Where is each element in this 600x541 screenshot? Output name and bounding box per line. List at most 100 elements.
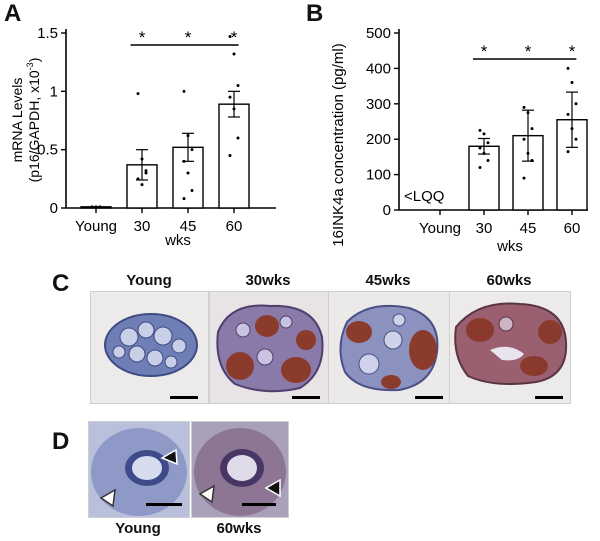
chart-b-xtick-label: 60: [564, 220, 581, 237]
panel-letter-a: A: [4, 0, 22, 27]
chart-b-significance-star: *: [569, 42, 576, 61]
chart-b-data-point: [566, 112, 570, 116]
chart-b-data-point: [526, 111, 530, 115]
scale-bar-30wks: [292, 396, 320, 399]
chart-a-xtick-label: 30: [134, 218, 151, 235]
chart-b-concentration: 16INK4a concentration (pg/ml) wks <LQQ 0…: [330, 25, 588, 255]
chart-b-data-point: [478, 166, 482, 170]
scale-bar-60wks: [535, 396, 563, 399]
chart-a-ylabel-line2: (p16/GAPDH, x10-3): [25, 58, 42, 183]
chart-a-data-point: [228, 95, 232, 99]
chart-a-data-point: [190, 148, 194, 152]
chart-b-ytick-label: 300: [366, 96, 391, 113]
chart-a-data-point: [236, 84, 240, 87]
chart-a-ytick-label: 0.5: [37, 142, 58, 159]
panel-c-label-30wks: 30wks: [245, 272, 291, 289]
chart-b-ytick-label: 100: [366, 167, 391, 184]
scale-bar-45wks: [415, 396, 443, 399]
chart-b-data-point: [522, 105, 526, 109]
chart-a-xlabel: wks: [164, 232, 191, 249]
chart-a-data-point: [136, 177, 140, 181]
chart-b-xlabel: wks: [496, 238, 523, 255]
chart-b-significance-star: *: [525, 42, 532, 61]
chart-a-data-point: [236, 136, 240, 140]
chart-a-data-point: [144, 171, 148, 175]
chart-a-ytick-label: 1: [50, 83, 58, 100]
chart-b-data-point: [566, 66, 570, 70]
chart-b-data-point: [522, 176, 526, 180]
chart-a-significance-star: *: [185, 28, 192, 47]
panel-d-label-young: Young: [115, 520, 161, 537]
chart-b-lqq-annotation: <LQQ: [404, 188, 444, 205]
chart-b-data-point: [486, 141, 490, 145]
chart-a-data-point: [182, 89, 186, 93]
micrograph-60wks: [449, 291, 571, 404]
chart-b-ytick-label: 500: [366, 25, 391, 42]
chart-b-xtick-label: 45: [520, 220, 537, 237]
panel-letter-b: B: [306, 0, 324, 27]
chart-b-data-point: [526, 151, 530, 155]
panel-letter-d: D: [52, 428, 70, 455]
scale-bar-d-young: [146, 503, 182, 506]
panel-letter-c: C: [52, 270, 70, 297]
chart-b-data-point: [478, 128, 482, 132]
chart-a-ytick-label: 1.5: [37, 25, 58, 42]
chart-b-data-point: [482, 132, 486, 136]
chart-b-data-point: [486, 158, 490, 162]
chart-b-xtick-label: Young: [419, 220, 461, 237]
chart-a-xtick-label: 45: [180, 218, 197, 235]
chart-b-data-point: [574, 137, 578, 141]
panel-c-label-45wks: 45wks: [365, 272, 411, 289]
chart-a-data-point: [186, 134, 190, 138]
chart-a-data-point: [232, 107, 236, 111]
chart-a-data-point: [182, 197, 186, 201]
chart-b-data-point: [522, 137, 526, 141]
chart-a-data-point: [90, 205, 94, 209]
chart-a-data-point: [136, 92, 140, 96]
micrograph-young: [90, 291, 209, 404]
chart-b-ytick-label: 200: [366, 131, 391, 148]
chart-b-data-point: [574, 102, 578, 106]
scale-bar-d-60wks: [242, 503, 276, 506]
chart-a-ylabel-line1: mRNA Levels: [9, 78, 25, 163]
chart-a-data-point: [182, 159, 186, 163]
chart-a-data-point: [228, 35, 232, 38]
chart-b-data-point: [530, 127, 534, 131]
micrograph-45wks: [328, 291, 450, 404]
micrograph-d-60wks: [191, 421, 289, 518]
chart-a-mrna-levels: mRNA Levels (p16/GAPDH, x10-3) wks 0 0.5 1…: [9, 25, 276, 249]
micrograph-30wks: [209, 291, 329, 404]
chart-a-bar: [218, 103, 250, 209]
chart-b-data-point: [478, 146, 482, 150]
chart-b-data-point: [566, 150, 570, 154]
chart-a-data-point: [228, 154, 232, 157]
chart-b-significance-star: *: [481, 42, 488, 61]
chart-a-data-point: [98, 205, 102, 209]
scale-bar-young: [170, 396, 198, 399]
panel-c-label-60wks: 60wks: [486, 272, 532, 289]
chart-a-data-point: [144, 169, 148, 173]
chart-b-data-point: [482, 151, 486, 155]
chart-a-data-point: [140, 183, 144, 187]
chart-b-data-point: [530, 158, 534, 162]
chart-a-xtick-label: Young: [75, 218, 117, 235]
chart-b-ytick-label: 400: [366, 60, 391, 77]
chart-b-ylabel: 16INK4a concentration (pg/ml): [330, 43, 347, 246]
micrograph-d-young: [88, 421, 190, 518]
chart-b-ytick-label: 0: [383, 202, 391, 219]
chart-a-significance-star: *: [139, 28, 146, 47]
chart-a-ytick-label: 0: [50, 200, 58, 217]
chart-a-xtick-label: 60: [226, 218, 243, 235]
chart-a-data-point: [140, 157, 144, 161]
chart-b-data-point: [570, 127, 574, 131]
chart-a-data-point: [232, 52, 236, 56]
chart-a-data-point: [190, 189, 194, 192]
chart-b-xtick-label: 30: [476, 220, 493, 237]
chart-a-data-point: [186, 171, 190, 175]
chart-b-bar: [468, 145, 500, 211]
panel-d-label-60wks: 60wks: [216, 520, 262, 537]
panel-c-label-young: Young: [126, 272, 172, 289]
chart-a-ylabel: mRNA Levels (p16/GAPDH, x10-3): [9, 58, 42, 183]
chart-a-data-point: [94, 205, 98, 209]
chart-a-significance-star: *: [231, 28, 238, 47]
